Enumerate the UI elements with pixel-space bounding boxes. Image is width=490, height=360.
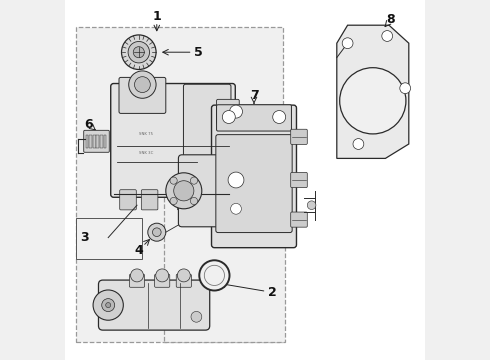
Circle shape <box>93 290 123 320</box>
FancyBboxPatch shape <box>291 129 307 144</box>
Bar <box>100 135 103 148</box>
FancyBboxPatch shape <box>111 84 235 197</box>
Bar <box>89 135 92 148</box>
FancyBboxPatch shape <box>141 190 158 210</box>
FancyBboxPatch shape <box>212 105 296 248</box>
Circle shape <box>166 173 202 209</box>
Circle shape <box>128 41 149 63</box>
FancyBboxPatch shape <box>176 274 192 287</box>
Circle shape <box>273 111 286 123</box>
Circle shape <box>191 311 202 322</box>
Text: 5: 5 <box>194 46 202 59</box>
Circle shape <box>340 68 406 134</box>
Bar <box>97 135 99 148</box>
FancyBboxPatch shape <box>120 190 136 210</box>
Bar <box>103 135 106 148</box>
Circle shape <box>156 269 169 282</box>
FancyBboxPatch shape <box>177 190 194 210</box>
FancyBboxPatch shape <box>206 190 222 210</box>
FancyBboxPatch shape <box>178 155 234 227</box>
FancyBboxPatch shape <box>119 77 166 113</box>
Circle shape <box>353 139 364 149</box>
Circle shape <box>228 172 244 188</box>
Circle shape <box>191 197 197 204</box>
Circle shape <box>102 299 115 312</box>
Circle shape <box>122 35 156 69</box>
FancyBboxPatch shape <box>216 135 292 233</box>
Text: 8: 8 <box>387 13 395 26</box>
Circle shape <box>400 83 411 94</box>
FancyBboxPatch shape <box>84 130 109 152</box>
FancyBboxPatch shape <box>291 212 307 227</box>
Circle shape <box>129 71 156 98</box>
Circle shape <box>134 77 150 93</box>
Circle shape <box>106 302 111 307</box>
Circle shape <box>231 203 242 214</box>
Circle shape <box>229 105 243 118</box>
Bar <box>93 135 96 148</box>
Bar <box>86 135 88 148</box>
Text: SNK 3C: SNK 3C <box>139 152 153 156</box>
Text: 3: 3 <box>80 231 89 244</box>
Circle shape <box>222 111 235 123</box>
Circle shape <box>199 260 229 291</box>
Circle shape <box>342 38 353 49</box>
Circle shape <box>152 228 161 237</box>
Bar <box>164 119 285 342</box>
Circle shape <box>133 47 145 58</box>
Circle shape <box>170 197 177 204</box>
Circle shape <box>307 201 316 210</box>
Bar <box>76 218 143 259</box>
Text: 6: 6 <box>84 118 93 131</box>
Circle shape <box>130 269 144 282</box>
Text: SNK 75: SNK 75 <box>139 132 153 136</box>
Circle shape <box>170 177 177 184</box>
Text: 1: 1 <box>152 10 161 23</box>
Circle shape <box>174 181 194 201</box>
Circle shape <box>204 265 224 285</box>
Circle shape <box>191 177 197 184</box>
FancyBboxPatch shape <box>183 84 231 182</box>
FancyBboxPatch shape <box>98 280 210 330</box>
FancyBboxPatch shape <box>291 172 307 188</box>
FancyBboxPatch shape <box>129 274 145 287</box>
FancyBboxPatch shape <box>155 274 170 287</box>
Polygon shape <box>337 25 409 158</box>
Text: 7: 7 <box>249 89 258 102</box>
Circle shape <box>177 269 190 282</box>
FancyBboxPatch shape <box>217 99 239 124</box>
Text: 2: 2 <box>268 286 276 299</box>
Circle shape <box>382 31 392 41</box>
Circle shape <box>148 223 166 241</box>
Bar <box>76 27 283 342</box>
FancyBboxPatch shape <box>217 105 292 131</box>
Text: 4: 4 <box>134 244 143 257</box>
